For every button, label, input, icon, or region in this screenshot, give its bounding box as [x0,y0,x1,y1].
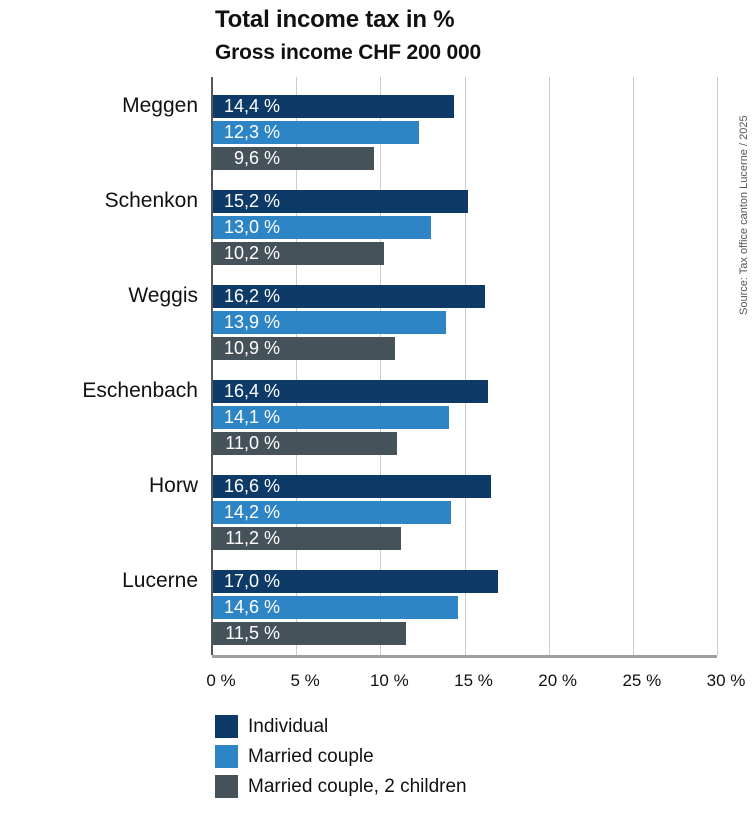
gridline [717,77,718,655]
bar-lucerne-married-couple-2-children: 11,5 % [212,622,406,645]
category-label-lucerne: Lucerne [122,569,198,592]
bar-value-label: 10,2 % [223,243,280,263]
bar-schenkon-individual: 15,2 % [212,190,468,213]
bar-value-label: 11,2 % [225,528,280,548]
bar-value-label: 17,0 % [223,571,280,591]
chart-subtitle: Gross income CHF 200 000 [215,41,481,64]
gridline [296,77,298,655]
legend-item-married-couple-2-children: Married couple, 2 children [215,775,467,798]
bar-value-label: 15,2 % [223,191,280,211]
bar-value-label: 11,5 % [225,623,280,643]
bar-value-label: 14,6 % [223,597,280,617]
chart-title: Total income tax in % [215,6,455,33]
x-tick-label: 25 % [622,671,662,690]
bar-lucerne-individual: 17,0 % [212,570,499,593]
bar-lucerne-married-couple: 14,6 % [212,596,458,619]
legend-item-married-couple: Married couple [215,745,467,768]
gridline [464,77,466,655]
bar-meggen-married-couple-2-children: 9,6 % [212,147,374,170]
bar-value-label: 10,9 % [223,338,280,358]
category-label-eschenbach: Eschenbach [82,379,198,402]
legend-label: Married couple, 2 children [248,775,467,797]
bar-weggis-individual: 16,2 % [212,285,485,308]
bar-value-label: 14,4 % [223,96,280,116]
bar-schenkon-married-couple: 13,0 % [212,216,431,239]
x-tick-label: 20 % [538,671,578,690]
x-tick-label: 30 % [706,671,746,690]
legend-swatch-individual [215,715,238,738]
bar-value-label: 9,6 % [233,148,280,168]
legend-label: Married couple [248,745,374,767]
bar-weggis-married-couple-2-children: 10,9 % [212,337,396,360]
bar-value-label: 16,6 % [223,476,280,496]
gridline [380,77,382,655]
bar-meggen-married-couple: 12,3 % [212,121,420,144]
bar-value-label: 16,4 % [223,381,280,401]
x-tick-label: 5 % [290,671,320,690]
bar-eschenbach-married-couple: 14,1 % [212,406,450,429]
bar-weggis-married-couple: 13,9 % [212,311,446,334]
bar-horw-married-couple: 14,2 % [212,501,452,524]
bar-eschenbach-individual: 16,4 % [212,380,489,403]
legend-swatch-married-couple-2-children [215,775,238,798]
category-label-horw: Horw [148,474,198,497]
bar-meggen-individual: 14,4 % [212,95,455,118]
bar-value-label: 13,0 % [223,217,280,237]
legend-label: Individual [248,715,329,737]
bar-value-label: 14,2 % [223,502,280,522]
x-tick-label: 0 % [206,671,236,690]
gridline [632,77,634,655]
plot-area: 14,4 % 12,3 % 9,6 % 15,2 % 13,0 % 10,2 % 16,2 … [211,77,718,658]
category-label-weggis: Weggis [128,284,198,307]
gridline [548,77,550,655]
source-note: Source: Tax office canton Lucerne / 2025 [738,115,750,315]
legend-swatch-married-couple [215,745,238,768]
bar-horw-individual: 16,6 % [212,475,492,498]
legend-item-individual: Individual [215,715,467,738]
bar-horw-married-couple-2-children: 11,2 % [212,527,401,550]
y-axis-zero-line [211,77,213,655]
bar-eschenbach-married-couple-2-children: 11,0 % [212,432,398,455]
bar-value-label: 16,2 % [223,286,280,306]
bar-value-label: 11,0 % [225,433,280,453]
bar-value-label: 12,3 % [223,122,280,142]
bar-value-label: 14,1 % [223,407,280,427]
bar-value-label: 13,9 % [223,312,280,332]
x-tick-label: 15 % [454,671,493,690]
category-label-schenkon: Schenkon [104,189,198,212]
category-label-meggen: Meggen [122,94,198,117]
bar-schenkon-married-couple-2-children: 10,2 % [212,242,384,265]
legend: Individual Married couple Married couple, … [215,715,467,805]
x-tick-label: 10 % [369,671,409,690]
